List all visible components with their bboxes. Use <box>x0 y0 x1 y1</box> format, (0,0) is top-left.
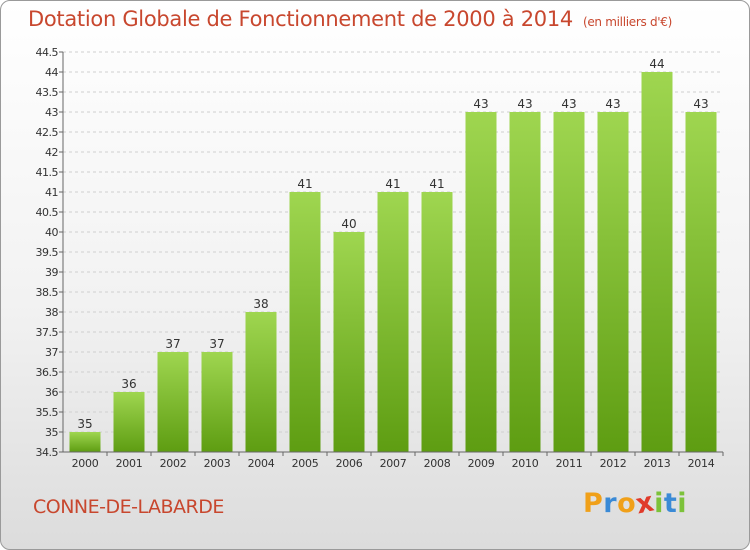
value-label-2000: 35 <box>77 417 92 431</box>
commune-name: CONNE-DE-LABARDE <box>33 496 224 518</box>
bar-2006 <box>333 232 365 452</box>
x-tick-label-2014: 2014 <box>688 457 715 470</box>
y-tick-label: 43 <box>45 106 58 119</box>
y-tick-label: 41.5 <box>36 166 59 179</box>
value-label-2012: 43 <box>605 97 620 111</box>
y-tick-label: 44.5 <box>36 46 59 59</box>
y-tick-label: 34.5 <box>36 446 59 459</box>
value-label-2001: 36 <box>121 377 136 391</box>
bar-2000 <box>69 432 101 452</box>
value-label-2008: 41 <box>429 177 444 191</box>
chart-title-text: Dotation Globale de Fonctionnement de 20… <box>28 7 573 31</box>
bar-2012 <box>597 112 629 452</box>
value-label-2005: 41 <box>297 177 312 191</box>
labels: 34.5 35 35.5 36 36.5 37 37.5 38 38.5 39 39.5 40 40.5… <box>36 46 715 470</box>
y-tick-label: 39.5 <box>36 246 59 259</box>
bar-2007 <box>377 192 409 452</box>
bar-2009 <box>465 112 497 452</box>
y-tick-label: 38 <box>45 306 58 319</box>
value-label-2011: 43 <box>561 97 576 111</box>
y-tick-label: 42 <box>45 146 58 159</box>
y-tick-label: 38.5 <box>36 286 59 299</box>
value-label-2003: 37 <box>209 337 224 351</box>
bar-2014 <box>685 112 717 452</box>
y-tick-label: 40.5 <box>36 206 59 219</box>
x-tick-label-2007: 2007 <box>380 457 407 470</box>
y-tick-label: 35 <box>45 426 58 439</box>
y-tick-label: 36 <box>45 386 58 399</box>
x-tick-label-2011: 2011 <box>556 457 583 470</box>
y-tick-label: 35.5 <box>36 406 59 419</box>
x-tick-label-2005: 2005 <box>292 457 319 470</box>
x-tick-label-2000: 2000 <box>72 457 99 470</box>
bar-2005 <box>289 192 321 452</box>
bar-2001 <box>113 392 145 452</box>
y-tick-label: 44 <box>45 66 58 79</box>
bar-2010 <box>509 112 541 452</box>
x-tick-label-2012: 2012 <box>600 457 627 470</box>
bar-2008 <box>421 192 453 452</box>
x-tick-label-2009: 2009 <box>468 457 495 470</box>
y-tick-label: 36.5 <box>36 366 59 379</box>
bar-2013 <box>641 72 673 452</box>
unit-note: (en milliers d'€) <box>582 15 672 29</box>
logo-letter: o <box>617 488 637 519</box>
bars <box>69 72 717 452</box>
y-tick-label: 37.5 <box>36 326 59 339</box>
value-label-2002: 37 <box>165 337 180 351</box>
logo-letter: t <box>663 488 678 519</box>
x-tick-label-2006: 2006 <box>336 457 363 470</box>
x-tick-label-2003: 2003 <box>204 457 231 470</box>
value-label-2014: 43 <box>693 97 708 111</box>
y-tick-label: 42.5 <box>36 126 59 139</box>
logo-letter: i <box>654 488 664 519</box>
bar-2011 <box>553 112 585 452</box>
y-tick-label: 41 <box>45 186 58 199</box>
y-tick-label: 40 <box>45 226 58 239</box>
x-tick-label-2013: 2013 <box>644 457 671 470</box>
bar-2004 <box>245 312 277 452</box>
logo-letter: r <box>603 488 618 519</box>
value-label-2009: 43 <box>473 97 488 111</box>
value-label-2007: 41 <box>385 177 400 191</box>
y-tick-label: 43.5 <box>36 86 59 99</box>
axes <box>59 51 724 456</box>
value-label-2004: 38 <box>253 297 268 311</box>
logo-letter: i <box>677 488 688 519</box>
x-tick-label-2001: 2001 <box>116 457 143 470</box>
x-tick-label-2008: 2008 <box>424 457 451 470</box>
x-tick-label-2002: 2002 <box>160 457 187 470</box>
bar-2003 <box>201 352 233 452</box>
x-tick-label-2010: 2010 <box>512 457 539 470</box>
logo-letter: P <box>583 488 604 519</box>
value-label-2006: 40 <box>341 217 356 231</box>
x-tick-label-2004: 2004 <box>248 457 275 470</box>
y-tick-label: 37 <box>45 346 58 359</box>
proxiti-logo: Proxiti <box>583 486 688 520</box>
bar-2002 <box>157 352 189 452</box>
chart-title: Dotation Globale de Fonctionnement de 20… <box>28 7 672 31</box>
value-label-2010: 43 <box>517 97 532 111</box>
value-label-2013: 44 <box>649 57 664 71</box>
y-tick-label: 39 <box>45 266 58 279</box>
